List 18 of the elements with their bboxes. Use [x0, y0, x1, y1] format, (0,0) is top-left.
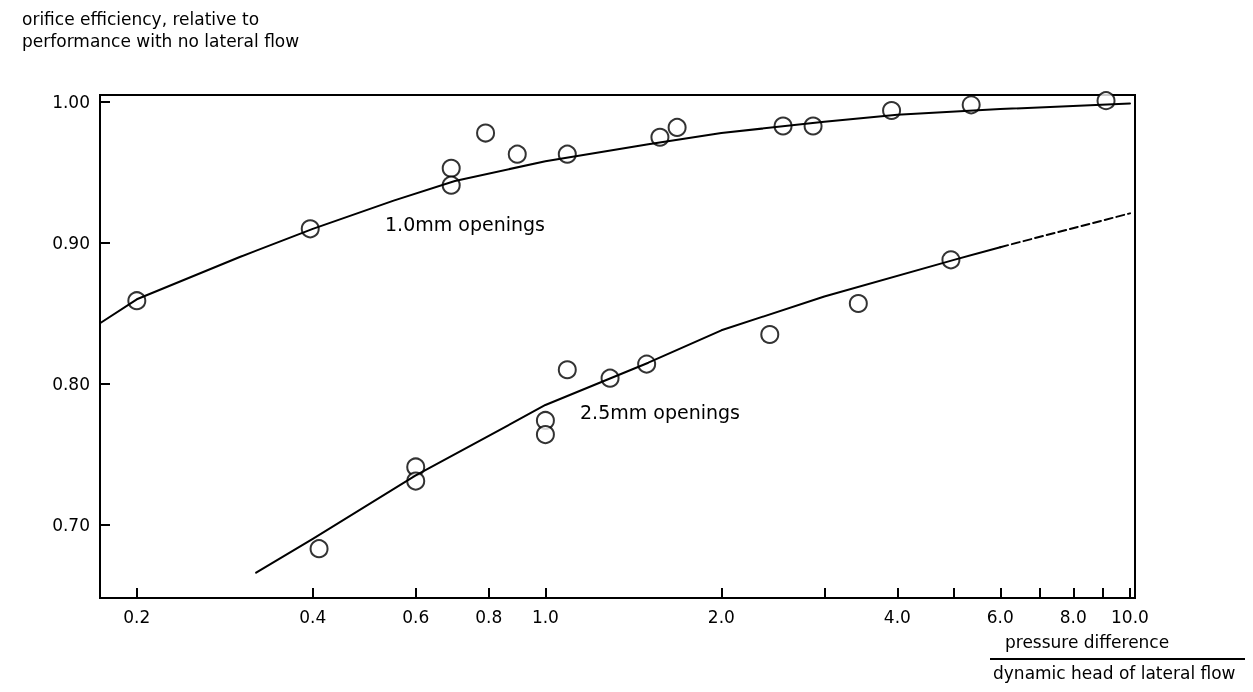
- x-tick-label: 4.0: [883, 606, 911, 627]
- y-tick-label: 0.80: [52, 373, 90, 394]
- x-tick-label: 1.0: [531, 606, 559, 627]
- y-tick-label: 1.00: [52, 92, 90, 113]
- x-tick-label: 8.0: [1059, 606, 1087, 627]
- x-tick-label: 0.6: [402, 606, 430, 627]
- annotation: 2.5mm openings: [580, 400, 740, 423]
- x-tick-label: 2.0: [707, 606, 735, 627]
- x-tick-label: 0.4: [299, 606, 327, 627]
- x-axis-title: pressure difference dynamic head of lateral flow: [993, 631, 1236, 683]
- y-tick-label: 0.70: [52, 514, 90, 535]
- x-tick-label: 6.0: [986, 606, 1014, 627]
- annotation: 1.0mm openings: [385, 212, 545, 235]
- y-tick-label: 0.90: [52, 232, 90, 253]
- x-tick-label: 0.2: [123, 606, 151, 627]
- x-tick-label: 10.0: [1111, 606, 1149, 627]
- x-tick-label: 0.8: [475, 606, 503, 627]
- y-axis-title: orifice efficiency, relative to performance with no lateral flow: [22, 9, 300, 51]
